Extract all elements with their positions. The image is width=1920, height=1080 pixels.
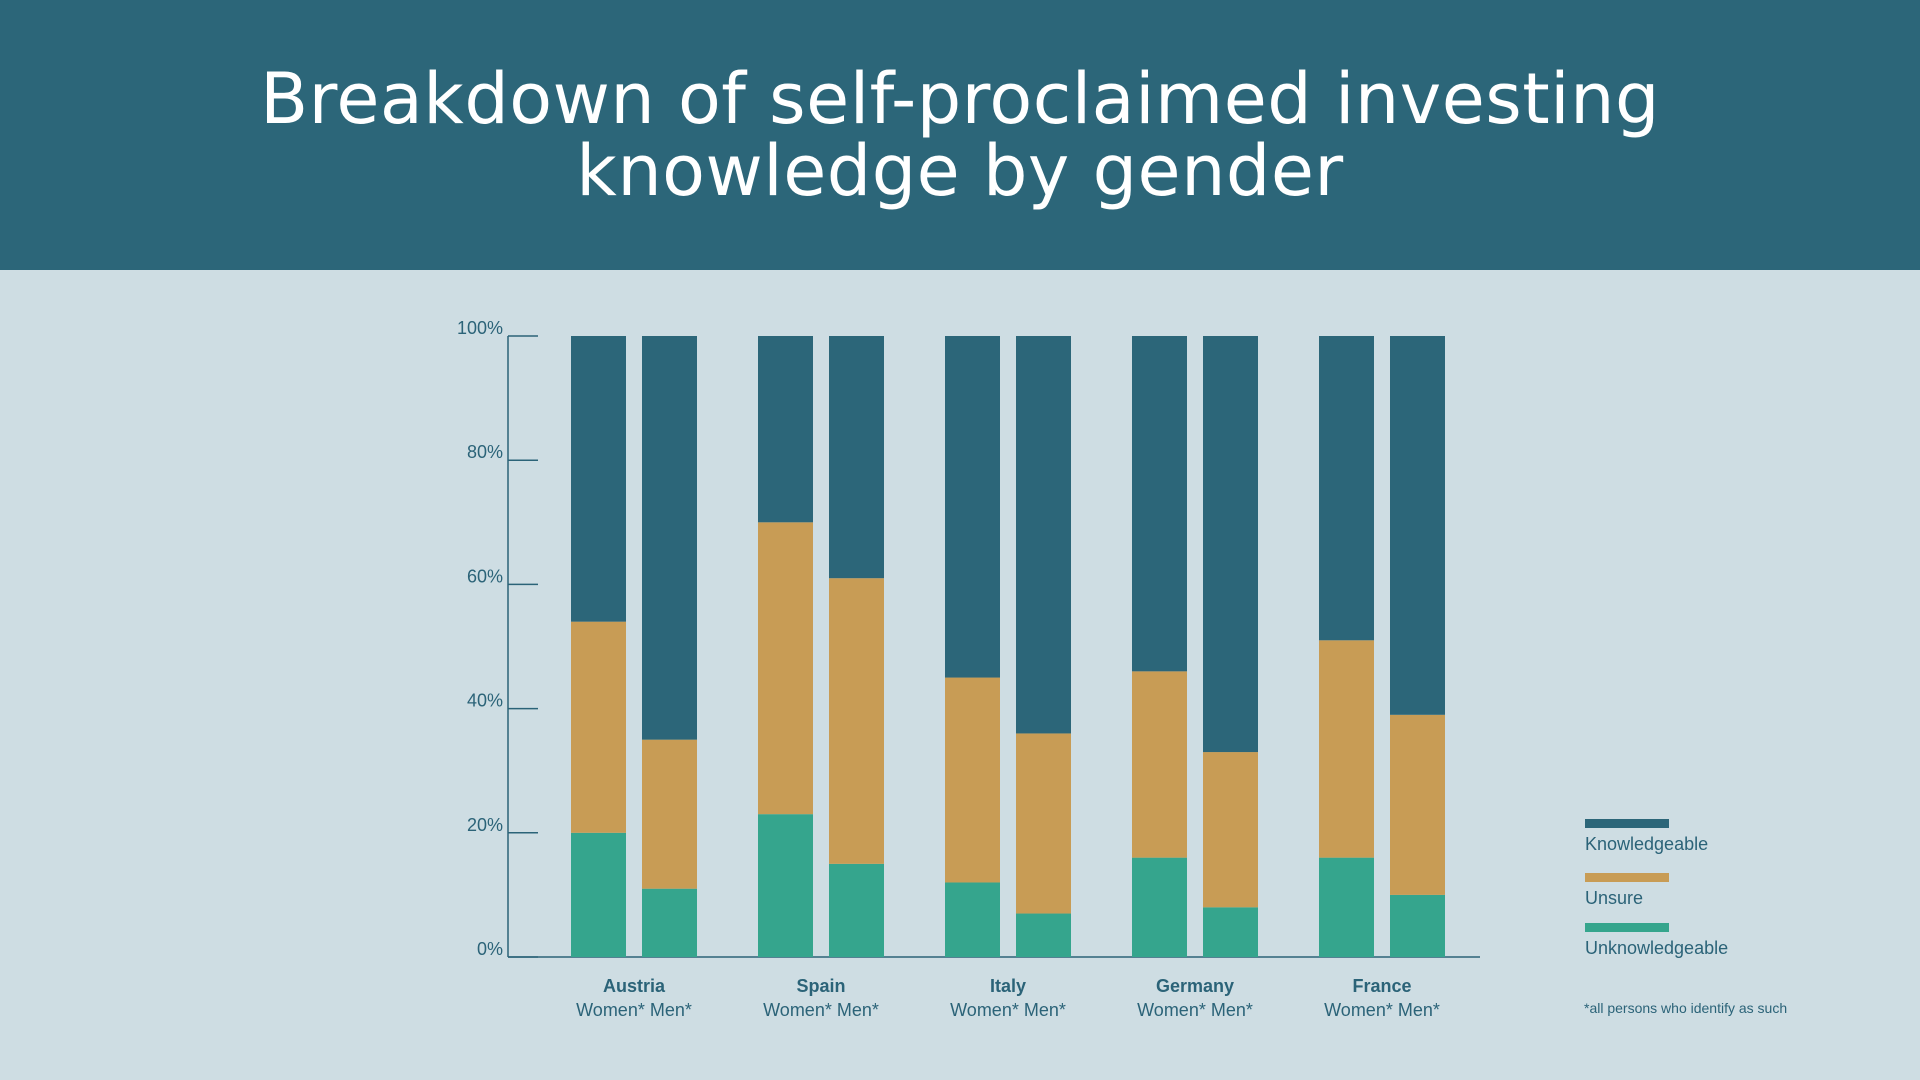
- y-tick-label: 80%: [467, 442, 503, 462]
- y-tick-label: 0%: [477, 939, 503, 959]
- bar-segment-unsure: [642, 739, 697, 889]
- bar-segment-unsure: [758, 522, 813, 815]
- bar-segment-unsure: [1319, 640, 1374, 858]
- chart-title: Breakdown of self-proclaimed investing k…: [260, 58, 1660, 212]
- bar-segment-unknowledgeable: [829, 863, 884, 957]
- group-label: Austria: [603, 976, 666, 996]
- bar-segment-knowledgeable: [758, 336, 813, 523]
- bar-segment-knowledgeable: [571, 336, 626, 622]
- group-sub-label: Women* Men*: [950, 1000, 1066, 1020]
- legend-swatch: [1585, 819, 1669, 828]
- bar-segment-knowledgeable: [1132, 336, 1187, 672]
- bar-segment-knowledgeable: [642, 336, 697, 740]
- bar-segment-unknowledgeable: [1390, 894, 1445, 957]
- bar-segment-knowledgeable: [1319, 336, 1374, 641]
- group-sub-label: Women* Men*: [1324, 1000, 1440, 1020]
- bar-segment-unknowledgeable: [642, 888, 697, 957]
- bar-segment-unknowledgeable: [758, 814, 813, 957]
- bar-segment-unsure: [571, 621, 626, 833]
- group-label: Germany: [1156, 976, 1234, 996]
- bar-segment-knowledgeable: [1016, 336, 1071, 734]
- legend-label: Knowledgeable: [1585, 834, 1708, 854]
- bar-segment-unknowledgeable: [1319, 857, 1374, 957]
- bar-segment-knowledgeable: [1203, 336, 1258, 753]
- legend-swatch: [1585, 923, 1669, 932]
- y-tick-label: 40%: [467, 691, 503, 711]
- bar-segment-unsure: [829, 578, 884, 864]
- bar-segment-unknowledgeable: [945, 882, 1000, 957]
- bar-segment-unsure: [1203, 752, 1258, 908]
- bar-segment-knowledgeable: [829, 336, 884, 579]
- bar-segment-unsure: [1390, 714, 1445, 895]
- bar-segment-unsure: [1132, 671, 1187, 858]
- y-tick-label: 100%: [457, 318, 503, 338]
- y-tick-label: 60%: [467, 566, 503, 586]
- bar-segment-unknowledgeable: [1016, 913, 1071, 957]
- group-sub-label: Women* Men*: [763, 1000, 879, 1020]
- group-sub-label: Women* Men*: [576, 1000, 692, 1020]
- bar-segment-unsure: [945, 677, 1000, 883]
- group-label: Spain: [796, 976, 845, 996]
- group-label: France: [1352, 976, 1411, 996]
- legend-label: Unsure: [1585, 888, 1643, 908]
- bar-segment-unknowledgeable: [571, 832, 626, 957]
- group-sub-label: Women* Men*: [1137, 1000, 1253, 1020]
- group-label: Italy: [990, 976, 1026, 996]
- bar-segment-knowledgeable: [1390, 336, 1445, 715]
- bar-segment-unsure: [1016, 733, 1071, 914]
- bar-segment-knowledgeable: [945, 336, 1000, 678]
- legend-label: Unknowledgeable: [1585, 938, 1728, 958]
- y-tick-label: 20%: [467, 815, 503, 835]
- footnote: *all persons who identify as such: [1584, 1000, 1788, 1016]
- title-banner: Breakdown of self-proclaimed investing k…: [0, 0, 1920, 270]
- bar-segment-unknowledgeable: [1132, 857, 1187, 957]
- bar-segment-unknowledgeable: [1203, 907, 1258, 957]
- legend-swatch: [1585, 873, 1669, 882]
